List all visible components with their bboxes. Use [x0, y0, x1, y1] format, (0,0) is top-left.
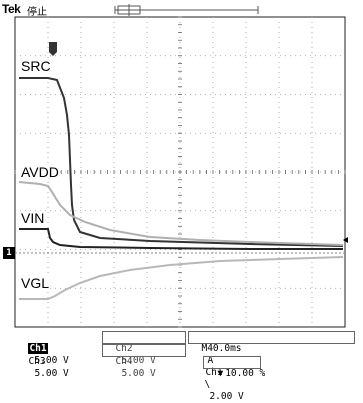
ch2-readout: Ch2 5.00 V [104, 331, 156, 367]
ch2-readout-box [102, 331, 186, 344]
ch1-readout: Ch1 5.00 V [17, 331, 69, 367]
record-length-bar [114, 4, 259, 16]
trigger-position-marker-icon [49, 42, 57, 56]
timebase-value: 40.0ms [207, 343, 242, 354]
label-avdd: AVDD [20, 164, 60, 180]
trigger-level: 2.00 V [209, 391, 244, 402]
ch2-scale: 5.00 V [121, 355, 156, 366]
label-vgl: VGL [20, 275, 51, 291]
graticule [14, 16, 346, 328]
trigger-mode: A [207, 355, 214, 366]
trigger-level-icon [343, 237, 348, 243]
label-vin: VIN [20, 210, 46, 226]
label-src: SRC [20, 58, 52, 74]
ch1-scale: 5.00 V [34, 355, 69, 366]
ch2-name: Ch2 [115, 343, 133, 354]
ch4-readout: Ch4 5.00 V [104, 344, 156, 380]
trace-src [19, 77, 344, 247]
timebase-prefix: M [201, 343, 208, 354]
timebase-trigger-box [188, 331, 355, 344]
ch4-name: Ch4 [115, 356, 133, 367]
scope-display [14, 4, 348, 328]
trace-avdd [18, 181, 344, 246]
trigger-position-icon: ▼ [217, 368, 224, 379]
ch4-scale: 5.00 V [121, 368, 156, 379]
ch3-scale: 5.00 V [34, 368, 69, 379]
status-bar: Tek 停止 [0, 0, 363, 24]
trace-vgl [19, 256, 344, 300]
trigger-slope-icon: \ [204, 379, 211, 390]
ch3-readout: Ch3 5.00 V [17, 344, 69, 380]
trigger-position-readout: ▼ 10.00 % [206, 356, 265, 380]
run-status: 停止 [27, 7, 47, 18]
trigger-position-value: 10.00 % [225, 368, 266, 379]
ch1-name: Ch1 [28, 343, 48, 354]
brand-logo: Tek [2, 2, 21, 16]
channel1-ground-marker: 1 [3, 247, 15, 259]
ch3-name: Ch3 [28, 356, 46, 367]
ch4-readout-box [102, 344, 186, 357]
trace-vin-dark [19, 228, 343, 250]
